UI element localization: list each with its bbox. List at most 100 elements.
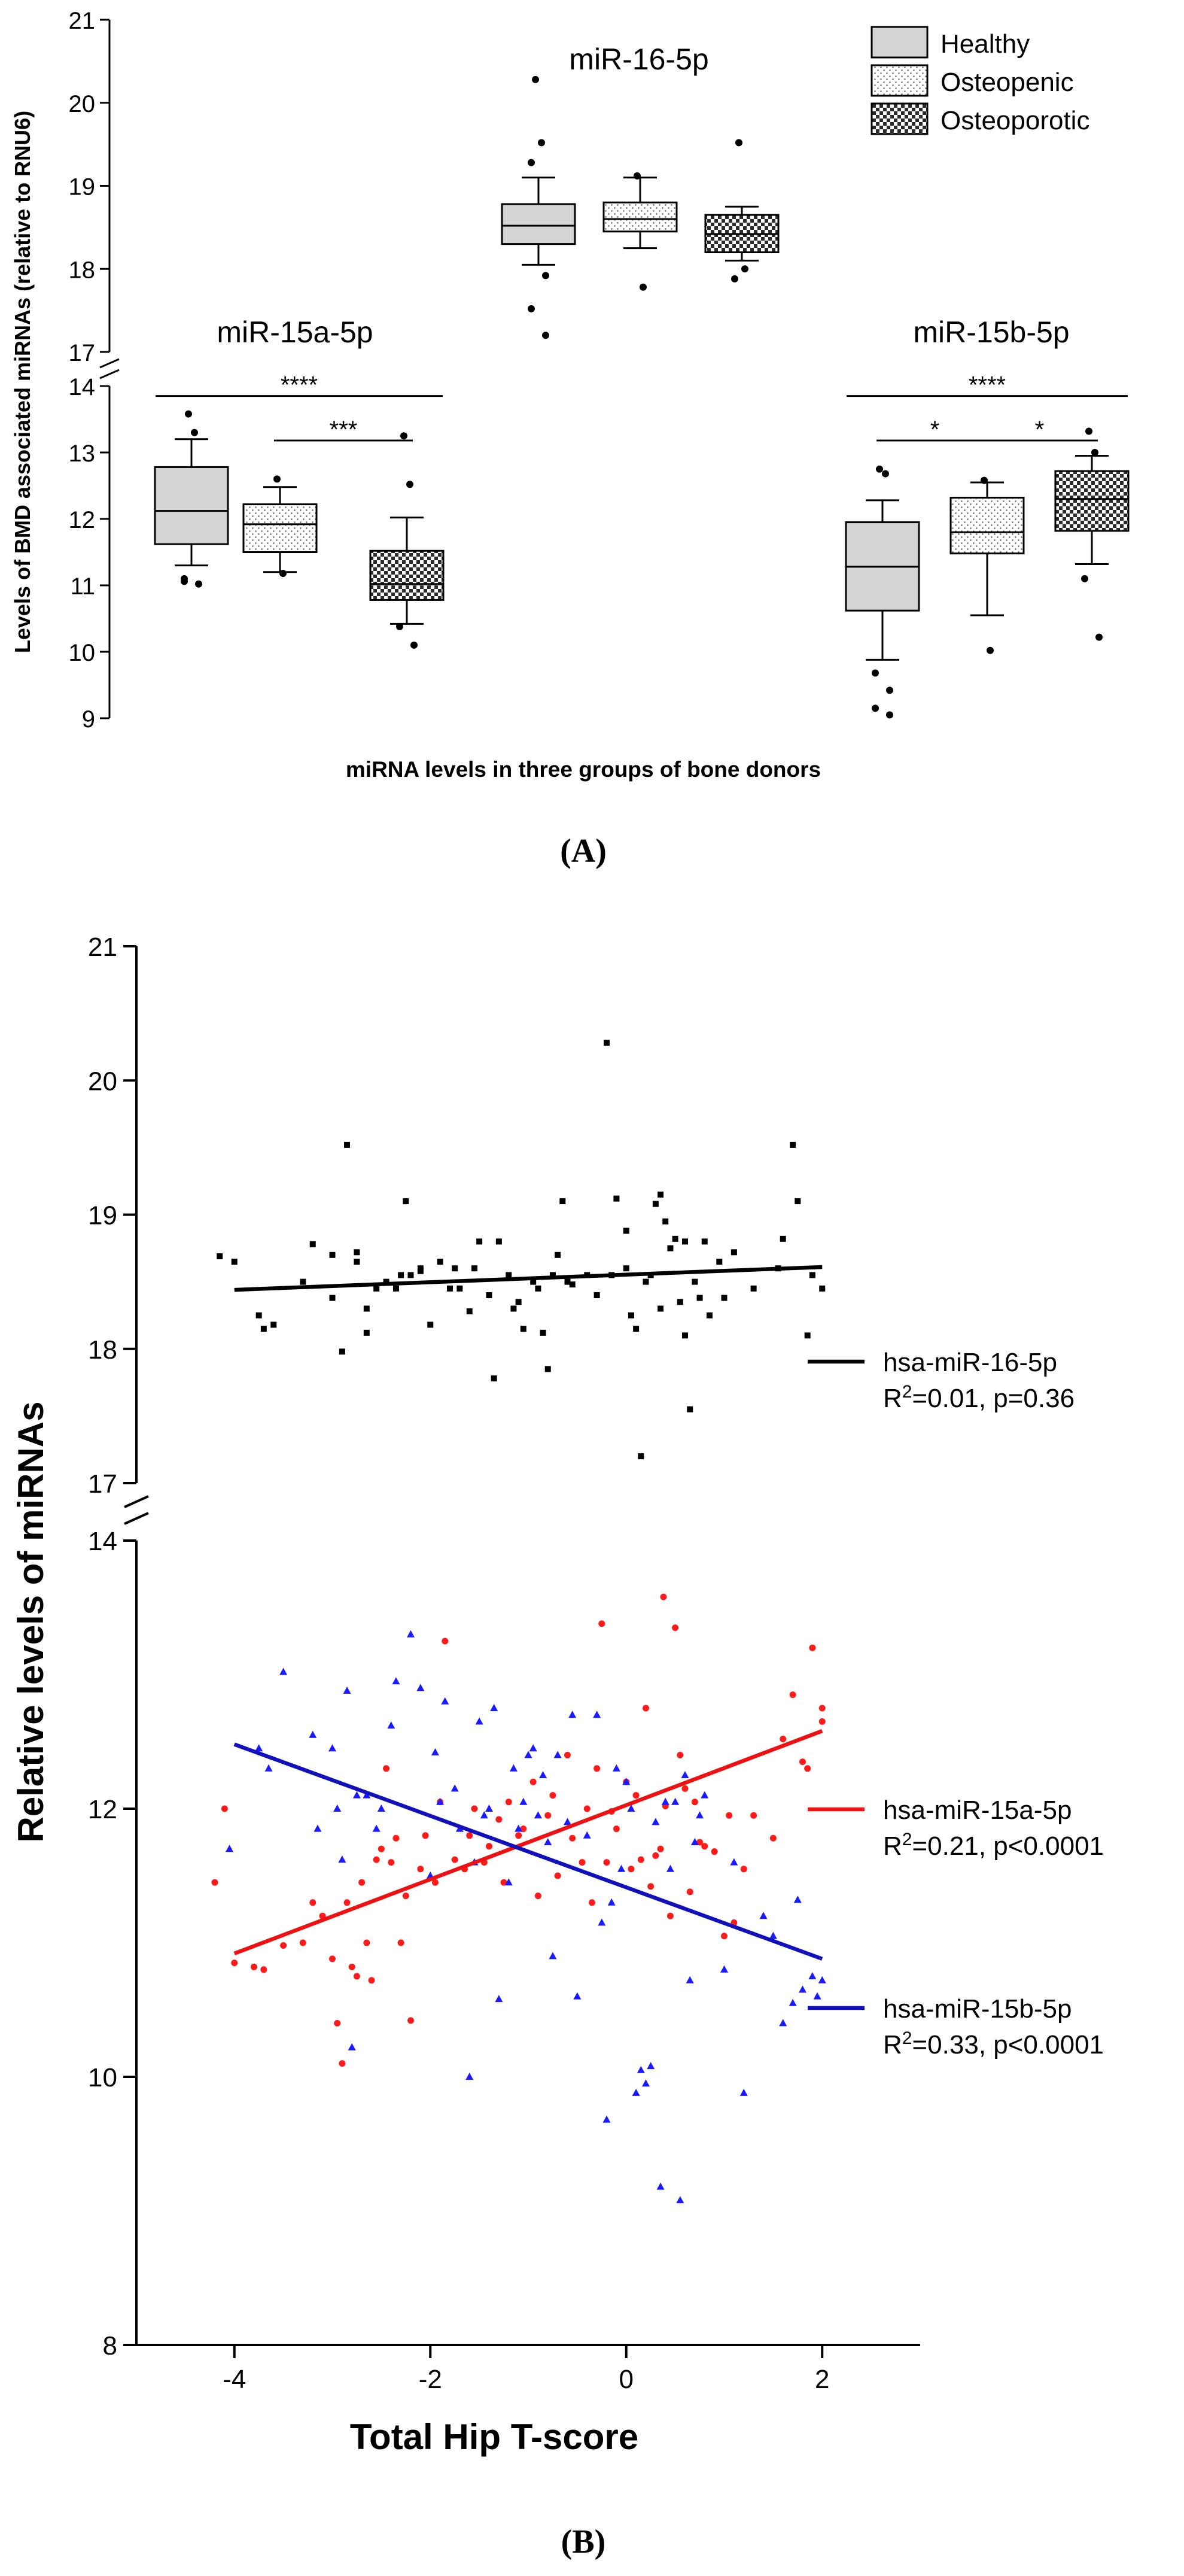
point-hsa-miR-15a-5p bbox=[280, 1942, 287, 1949]
point-hsa-miR-16-5p bbox=[564, 1278, 571, 1285]
panel-a-y-tick-label: 21 bbox=[69, 8, 96, 34]
point-hsa-miR-15a-5p bbox=[309, 1899, 316, 1906]
point-hsa-miR-15a-5p bbox=[260, 1966, 267, 1973]
point-hsa-miR-15a-5p bbox=[422, 1832, 429, 1839]
point-hsa-miR-15b-5p bbox=[416, 1684, 425, 1691]
fit-line-hsa-miR-15a-5p bbox=[233, 1729, 823, 1955]
panel-a-y-tick-label: 11 bbox=[70, 573, 95, 600]
outlier-miR-16-5p-osteoporotic bbox=[735, 139, 742, 147]
point-hsa-miR-15a-5p bbox=[505, 1799, 512, 1806]
point-hsa-miR-15b-5p bbox=[696, 1811, 704, 1819]
point-hsa-miR-15b-5p bbox=[573, 1992, 582, 2000]
panel-b-points bbox=[211, 1040, 826, 2204]
point-hsa-miR-15b-5p bbox=[808, 1972, 817, 1979]
point-hsa-miR-15b-5p bbox=[377, 1805, 385, 1812]
point-hsa-miR-15a-5p bbox=[564, 1751, 571, 1758]
point-hsa-miR-15b-5p bbox=[313, 1824, 322, 1832]
group-label-mir-16: miR-16-5p bbox=[569, 42, 708, 76]
point-hsa-miR-15a-5p bbox=[691, 1799, 698, 1806]
point-hsa-miR-15b-5p bbox=[333, 1805, 342, 1812]
panel-b-x-tick-label: -2 bbox=[419, 2365, 442, 2394]
panel-b-label: (B) bbox=[561, 2523, 606, 2560]
significance-label: * bbox=[930, 417, 940, 443]
point-hsa-miR-16-5p bbox=[677, 1299, 683, 1305]
point-hsa-miR-15a-5p bbox=[529, 1778, 537, 1785]
outlier-miR-16-5p-osteopenic bbox=[634, 172, 641, 180]
point-hsa-miR-16-5p bbox=[476, 1238, 483, 1245]
point-hsa-miR-15a-5p bbox=[613, 1825, 620, 1833]
point-hsa-miR-15b-5p bbox=[372, 1824, 381, 1832]
point-hsa-miR-15b-5p bbox=[549, 1952, 557, 1960]
point-hsa-miR-16-5p bbox=[652, 1201, 659, 1207]
point-hsa-miR-16-5p bbox=[231, 1258, 238, 1265]
point-hsa-miR-15a-5p bbox=[701, 1843, 708, 1850]
point-hsa-miR-15a-5p bbox=[677, 1751, 684, 1758]
point-hsa-miR-16-5p bbox=[658, 1191, 664, 1198]
point-hsa-miR-15b-5p bbox=[769, 1931, 777, 1939]
point-hsa-miR-15b-5p bbox=[436, 1797, 445, 1805]
point-hsa-miR-16-5p bbox=[363, 1305, 370, 1312]
point-hsa-miR-15b-5p bbox=[622, 1778, 631, 1785]
point-hsa-miR-16-5p bbox=[706, 1312, 713, 1319]
point-hsa-miR-15b-5p bbox=[739, 2088, 748, 2096]
point-hsa-miR-15a-5p bbox=[431, 1879, 439, 1886]
point-hsa-miR-15b-5p bbox=[480, 1811, 488, 1819]
stat-p-value: , p<0.0001 bbox=[979, 1831, 1104, 1861]
point-hsa-miR-15b-5p bbox=[343, 1686, 351, 1694]
point-hsa-miR-16-5p bbox=[696, 1295, 703, 1301]
stat-r2-value: 0.01 bbox=[927, 1384, 979, 1413]
point-hsa-miR-15a-5p bbox=[339, 2060, 346, 2067]
point-hsa-miR-15a-5p bbox=[818, 1718, 826, 1725]
point-hsa-miR-16-5p bbox=[687, 1406, 693, 1412]
outlier-miR-15a-5p-osteopenic bbox=[273, 475, 281, 483]
point-hsa-miR-15a-5p bbox=[603, 1859, 610, 1866]
point-hsa-miR-15b-5p bbox=[661, 1797, 669, 1805]
significance-label: **** bbox=[281, 372, 318, 399]
point-hsa-miR-15a-5p bbox=[647, 1883, 655, 1890]
point-hsa-miR-15b-5p bbox=[553, 1751, 562, 1758]
point-hsa-miR-15a-5p bbox=[569, 1834, 576, 1842]
point-hsa-miR-15a-5p bbox=[343, 1899, 351, 1906]
panel-a-texts: Levels of BMD associated miRNAs (relativ… bbox=[10, 42, 1070, 870]
panel-b-texts: Relative levels of miRNAs Total Hip T-sc… bbox=[11, 1402, 638, 2560]
point-hsa-miR-15a-5p bbox=[711, 1848, 718, 1855]
stat-equals: = bbox=[912, 1831, 927, 1861]
point-hsa-miR-15a-5p bbox=[334, 2019, 341, 2027]
point-hsa-miR-15b-5p bbox=[441, 1697, 449, 1705]
box-miR-15b-5p-osteoporotic bbox=[1054, 470, 1130, 532]
panel-b-x-tick-label: 0 bbox=[619, 2365, 634, 2394]
stat-r2-value: 0.33 bbox=[927, 2030, 979, 2059]
point-hsa-miR-15b-5p bbox=[799, 1985, 806, 1993]
outlier-miR-15b-5p-healthy bbox=[882, 470, 889, 478]
point-hsa-miR-15a-5p bbox=[442, 1638, 449, 1645]
point-hsa-miR-16-5p bbox=[398, 1272, 404, 1278]
outlier-miR-15a-5p-healthy bbox=[195, 580, 202, 588]
panel-a-y-tick-label: 20 bbox=[69, 91, 96, 117]
point-hsa-miR-15b-5p bbox=[593, 1711, 601, 1718]
outlier-miR-15b-5p-healthy bbox=[886, 711, 893, 719]
point-hsa-miR-15b-5p bbox=[730, 1858, 738, 1866]
point-hsa-miR-15b-5p bbox=[465, 2073, 474, 2080]
point-hsa-miR-15b-5p bbox=[647, 2062, 655, 2070]
point-hsa-miR-16-5p bbox=[628, 1312, 634, 1319]
panel-a-legend: Healthy Osteopenic Osteoporotic bbox=[871, 26, 1089, 135]
significance-label: * bbox=[1035, 417, 1045, 443]
point-hsa-miR-15b-5p bbox=[617, 1864, 626, 1872]
point-hsa-miR-16-5p bbox=[452, 1265, 458, 1272]
point-hsa-miR-15a-5p bbox=[660, 1593, 667, 1600]
point-hsa-miR-15b-5p bbox=[363, 1791, 371, 1799]
point-hsa-miR-16-5p bbox=[373, 1285, 380, 1292]
outlier-miR-15b-5p-healthy bbox=[886, 686, 893, 694]
point-hsa-miR-15b-5p bbox=[676, 2196, 684, 2204]
point-hsa-miR-15b-5p bbox=[485, 1805, 493, 1812]
point-hsa-miR-15b-5p bbox=[686, 1976, 694, 1983]
point-hsa-miR-15a-5p bbox=[696, 1839, 704, 1846]
point-hsa-miR-15a-5p bbox=[554, 1872, 561, 1879]
point-hsa-miR-15a-5p bbox=[780, 1736, 787, 1743]
point-hsa-miR-15a-5p bbox=[804, 1765, 811, 1772]
box-miR-15b-5p-osteopenic bbox=[949, 496, 1025, 555]
point-hsa-miR-15a-5p bbox=[368, 1977, 375, 1984]
point-hsa-miR-15a-5p bbox=[750, 1812, 757, 1819]
panel-a-y-tick-label: 9 bbox=[82, 706, 95, 733]
